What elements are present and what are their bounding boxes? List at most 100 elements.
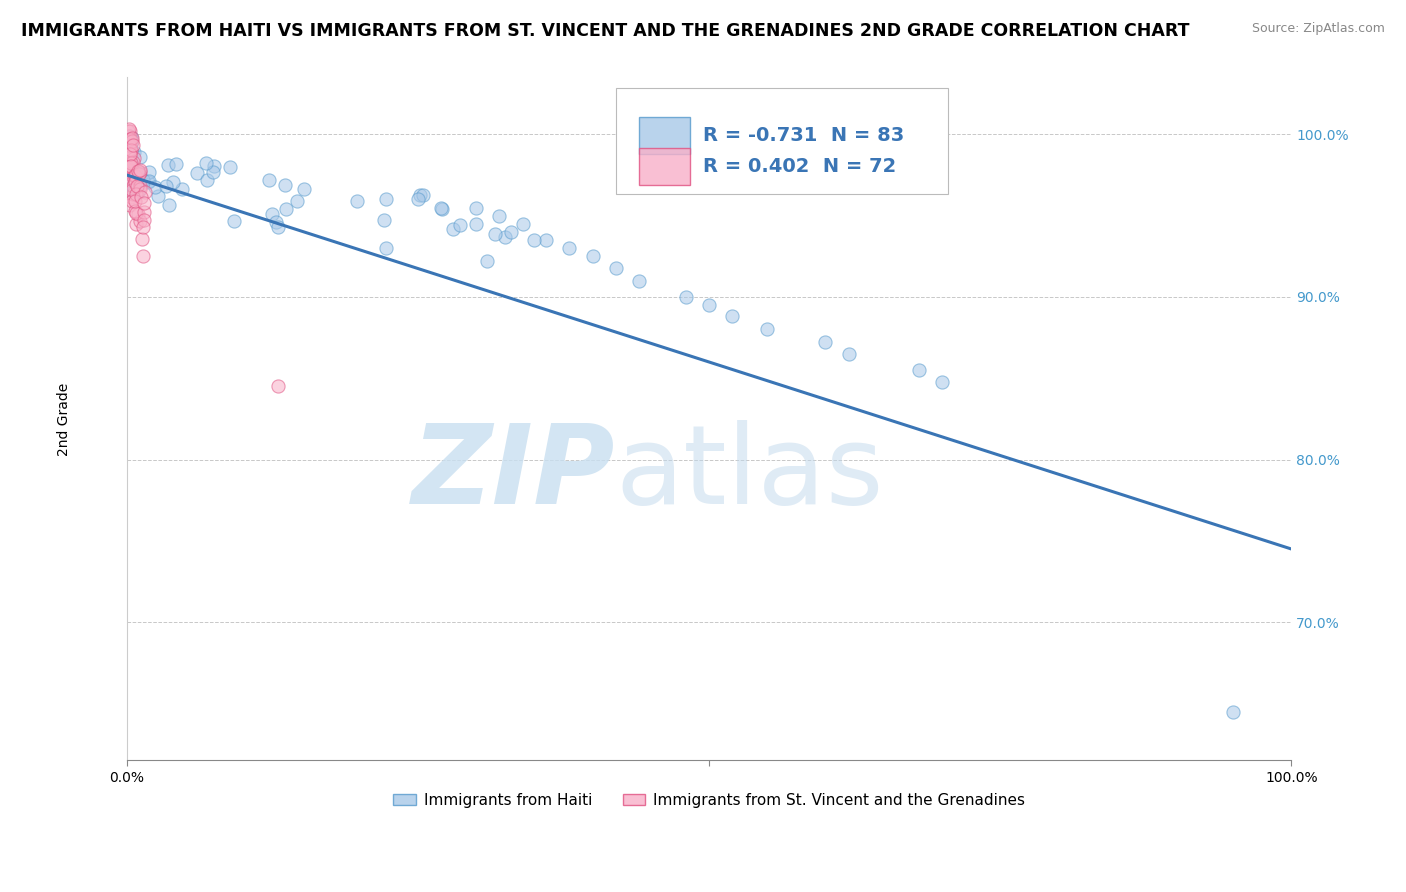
Point (157, 198, 180, 212)
Point (121, 145, 143, 160)
Point (120, 198, 142, 212)
Y-axis label: 2nd Grade: 2nd Grade (58, 383, 72, 456)
Point (465, 217, 488, 231)
Point (122, 145, 145, 159)
Point (120, 147, 142, 161)
Point (115, 151, 138, 165)
Point (129, 182, 152, 196)
Point (120, 129, 142, 144)
Point (121, 134, 143, 148)
Point (124, 194, 146, 208)
Point (115, 151, 138, 165)
Point (534, 233, 557, 247)
Point (264, 215, 287, 229)
Point (122, 179, 145, 194)
Point (121, 183, 143, 197)
Point (558, 241, 581, 255)
Point (118, 142, 141, 156)
Point (117, 170, 139, 185)
Point (125, 178, 148, 193)
Point (202, 159, 225, 173)
Point (122, 170, 145, 185)
Point (115, 165, 138, 179)
FancyBboxPatch shape (616, 87, 948, 194)
Point (170, 182, 193, 196)
Point (124, 169, 146, 184)
Point (465, 201, 488, 215)
Point (475, 253, 498, 268)
Point (131, 232, 153, 246)
Point (628, 274, 651, 288)
Point (121, 187, 143, 202)
Point (125, 217, 148, 231)
Point (117, 172, 139, 186)
Point (120, 154, 142, 169)
Point (218, 160, 240, 174)
Text: R = 0.402  N = 72: R = 0.402 N = 72 (703, 157, 897, 176)
Point (118, 128, 141, 143)
Point (117, 124, 139, 138)
Point (1222, 705, 1244, 719)
Point (127, 207, 149, 221)
Point (605, 260, 627, 275)
Point (129, 178, 152, 193)
Text: atlas: atlas (616, 420, 884, 527)
Point (118, 167, 141, 181)
Point (118, 167, 141, 181)
Point (122, 137, 145, 152)
Point (449, 218, 471, 232)
Point (118, 154, 141, 169)
Point (117, 156, 139, 170)
Point (294, 182, 316, 196)
Point (441, 222, 464, 236)
Point (124, 175, 146, 189)
Point (120, 143, 142, 157)
Point (138, 165, 160, 179)
Point (120, 130, 142, 145)
Point (931, 375, 953, 389)
Point (118, 142, 141, 156)
Point (122, 185, 145, 199)
Point (115, 144, 138, 158)
Point (124, 168, 146, 182)
Point (143, 179, 166, 194)
Point (132, 205, 155, 219)
Point (499, 225, 522, 239)
Text: IMMIGRANTS FROM HAITI VS IMMIGRANTS FROM ST. VINCENT AND THE GRENADINES 2ND GRAD: IMMIGRANTS FROM HAITI VS IMMIGRANTS FROM… (21, 22, 1189, 40)
Point (374, 192, 396, 206)
Point (129, 150, 152, 164)
Point (155, 178, 177, 193)
Point (129, 214, 152, 228)
Point (118, 134, 141, 148)
Point (127, 164, 149, 178)
Point (132, 249, 155, 263)
Point (138, 175, 160, 189)
Point (129, 189, 152, 203)
Point (122, 151, 145, 165)
Point (120, 190, 142, 204)
Point (494, 230, 516, 244)
Point (512, 217, 534, 231)
Point (121, 194, 143, 208)
Point (267, 379, 290, 393)
Point (128, 165, 150, 179)
Legend: Immigrants from Haiti, Immigrants from St. Vincent and the Grenadines: Immigrants from Haiti, Immigrants from S… (387, 787, 1031, 814)
Point (523, 233, 546, 247)
Point (127, 185, 149, 199)
Point (128, 168, 150, 182)
Text: Source: ZipAtlas.com: Source: ZipAtlas.com (1251, 22, 1385, 36)
Point (118, 155, 141, 169)
Point (165, 157, 187, 171)
Point (125, 187, 148, 202)
Point (120, 132, 142, 146)
Point (118, 145, 141, 159)
Point (132, 173, 155, 187)
Point (121, 154, 143, 169)
Point (134, 185, 156, 199)
Point (120, 156, 142, 170)
Point (129, 163, 152, 178)
Point (907, 363, 929, 377)
Point (134, 196, 156, 211)
Point (581, 249, 603, 263)
Point (118, 122, 141, 136)
